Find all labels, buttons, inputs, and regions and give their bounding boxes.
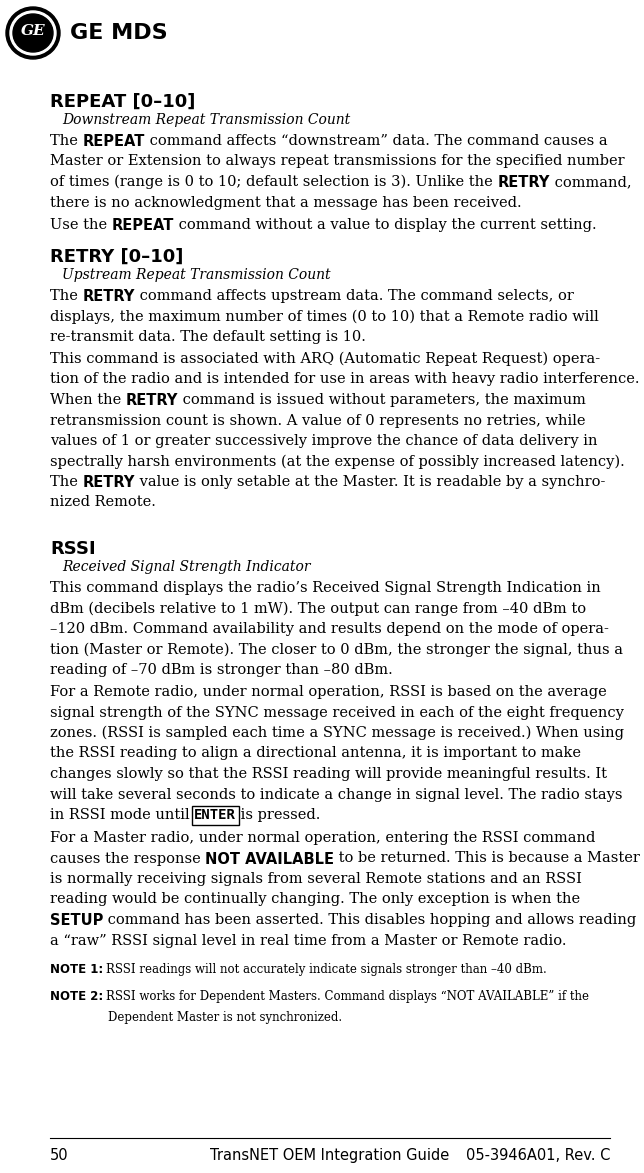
Text: command is issued without parameters, the maximum: command is issued without parameters, th… — [178, 393, 586, 407]
Text: The: The — [50, 134, 82, 148]
Text: Dependent Master is not synchronized.: Dependent Master is not synchronized. — [108, 1010, 342, 1024]
Ellipse shape — [6, 7, 60, 59]
Text: the RSSI reading to align a directional antenna, it is important to make: the RSSI reading to align a directional … — [50, 746, 581, 760]
Text: This command displays the radio’s Received Signal Strength Indication in: This command displays the radio’s Receiv… — [50, 581, 601, 595]
Text: Downstream Repeat Transmission Count: Downstream Repeat Transmission Count — [62, 113, 350, 127]
Text: RETRY: RETRY — [497, 175, 550, 190]
Text: GE: GE — [21, 23, 45, 38]
Text: RSSI: RSSI — [50, 540, 95, 558]
Text: For a Master radio, under normal operation, entering the RSSI command: For a Master radio, under normal operati… — [50, 830, 595, 845]
Text: will take several seconds to indicate a change in signal level. The radio stays: will take several seconds to indicate a … — [50, 787, 623, 801]
Text: nized Remote.: nized Remote. — [50, 495, 156, 509]
Text: Received Signal Strength Indicator: Received Signal Strength Indicator — [62, 560, 310, 574]
Text: changes slowly so that the RSSI reading will provide meaningful results. It: changes slowly so that the RSSI reading … — [50, 767, 607, 781]
Text: Upstream Repeat Transmission Count: Upstream Repeat Transmission Count — [62, 267, 330, 282]
Text: value is only setable at the Master. It is readable by a synchro-: value is only setable at the Master. It … — [135, 475, 605, 489]
Text: retransmission count is shown. A value of 0 represents no retries, while: retransmission count is shown. A value o… — [50, 414, 585, 427]
Text: command without a value to display the current setting.: command without a value to display the c… — [174, 218, 597, 232]
Text: reading would be continually changing. The only exception is when the: reading would be continually changing. T… — [50, 893, 580, 907]
Text: of times (range is 0 to 10; default selection is 3). Unlike the: of times (range is 0 to 10; default sele… — [50, 175, 497, 189]
Text: The: The — [50, 289, 82, 303]
Text: displays, the maximum number of times (0 to 10) that a Remote radio will: displays, the maximum number of times (0… — [50, 310, 599, 324]
Text: RETRY: RETRY — [82, 289, 135, 304]
Text: zones. (RSSI is sampled each time a SYNC message is received.) When using: zones. (RSSI is sampled each time a SYNC… — [50, 726, 624, 740]
Text: RSSI readings will not accurately indicate signals stronger than –40 dBm.: RSSI readings will not accurately indica… — [106, 963, 547, 976]
Text: For a Remote radio, under normal operation, RSSI is based on the average: For a Remote radio, under normal operati… — [50, 685, 607, 699]
Text: re-transmit data. The default setting is 10.: re-transmit data. The default setting is… — [50, 330, 366, 344]
Text: tion of the radio and is intended for use in areas with heavy radio interference: tion of the radio and is intended for us… — [50, 373, 639, 386]
Text: is normally receiving signals from several Remote stations and an RSSI: is normally receiving signals from sever… — [50, 872, 582, 886]
Text: RETRY: RETRY — [82, 475, 135, 490]
Text: spectrally harsh environments (at the expense of possibly increased latency).: spectrally harsh environments (at the ex… — [50, 454, 625, 469]
Text: SETUP: SETUP — [50, 913, 104, 928]
Text: 05-3946A01, Rev. C: 05-3946A01, Rev. C — [466, 1148, 610, 1162]
Text: causes the response: causes the response — [50, 852, 205, 866]
Text: signal strength of the SYNC message received in each of the eight frequency: signal strength of the SYNC message rece… — [50, 705, 624, 719]
Text: command,: command, — [550, 175, 631, 189]
Text: there is no acknowledgment that a message has been received.: there is no acknowledgment that a messag… — [50, 196, 522, 210]
Text: This command is associated with ARQ (Automatic Repeat Request) opera-: This command is associated with ARQ (Aut… — [50, 352, 600, 366]
Text: TransNET OEM Integration Guide: TransNET OEM Integration Guide — [211, 1148, 450, 1162]
Text: RETRY: RETRY — [126, 393, 178, 408]
Text: dBm (decibels relative to 1 mW). The output can range from –40 dBm to: dBm (decibels relative to 1 mW). The out… — [50, 602, 586, 616]
Text: REPEAT: REPEAT — [82, 134, 145, 149]
Text: to be returned. This is because a Master: to be returned. This is because a Master — [334, 852, 640, 866]
Text: 50: 50 — [50, 1148, 69, 1162]
Text: GE MDS: GE MDS — [70, 23, 167, 43]
Text: NOTE 1:: NOTE 1: — [50, 963, 103, 976]
Text: RSSI works for Dependent Masters. Command displays “NOT AVAILABLE” if the: RSSI works for Dependent Masters. Comman… — [106, 990, 589, 1003]
Text: REPEAT: REPEAT — [112, 218, 174, 233]
Text: reading of –70 dBm is stronger than –80 dBm.: reading of –70 dBm is stronger than –80 … — [50, 663, 393, 677]
Ellipse shape — [13, 14, 53, 52]
Text: When the: When the — [50, 393, 126, 407]
Text: ENTER: ENTER — [194, 808, 236, 822]
Text: is pressed.: is pressed. — [236, 808, 321, 822]
Text: command affects “downstream” data. The command causes a: command affects “downstream” data. The c… — [145, 134, 607, 148]
Text: NOTE 2:: NOTE 2: — [50, 990, 103, 1003]
Ellipse shape — [10, 11, 56, 55]
Text: The: The — [50, 475, 82, 489]
Text: values of 1 or greater successively improve the chance of data delivery in: values of 1 or greater successively impr… — [50, 434, 598, 448]
Text: command has been asserted. This disables hopping and allows reading: command has been asserted. This disables… — [104, 913, 637, 927]
Text: Master or Extension to always repeat transmissions for the specified number: Master or Extension to always repeat tra… — [50, 155, 625, 169]
Text: Use the: Use the — [50, 218, 112, 232]
Text: REPEAT [0–10]: REPEAT [0–10] — [50, 93, 195, 111]
Text: command affects upstream data. The command selects, or: command affects upstream data. The comma… — [135, 289, 574, 303]
Text: a “raw” RSSI signal level in real time from a Master or Remote radio.: a “raw” RSSI signal level in real time f… — [50, 934, 567, 948]
Text: –120 dBm. Command availability and results depend on the mode of opera-: –120 dBm. Command availability and resul… — [50, 622, 609, 636]
Text: RETRY [0–10]: RETRY [0–10] — [50, 248, 184, 266]
Text: in RSSI mode until: in RSSI mode until — [50, 808, 194, 822]
Text: NOT AVAILABLE: NOT AVAILABLE — [205, 852, 334, 867]
Text: tion (Master or Remote). The closer to 0 dBm, the stronger the signal, thus a: tion (Master or Remote). The closer to 0… — [50, 643, 623, 657]
